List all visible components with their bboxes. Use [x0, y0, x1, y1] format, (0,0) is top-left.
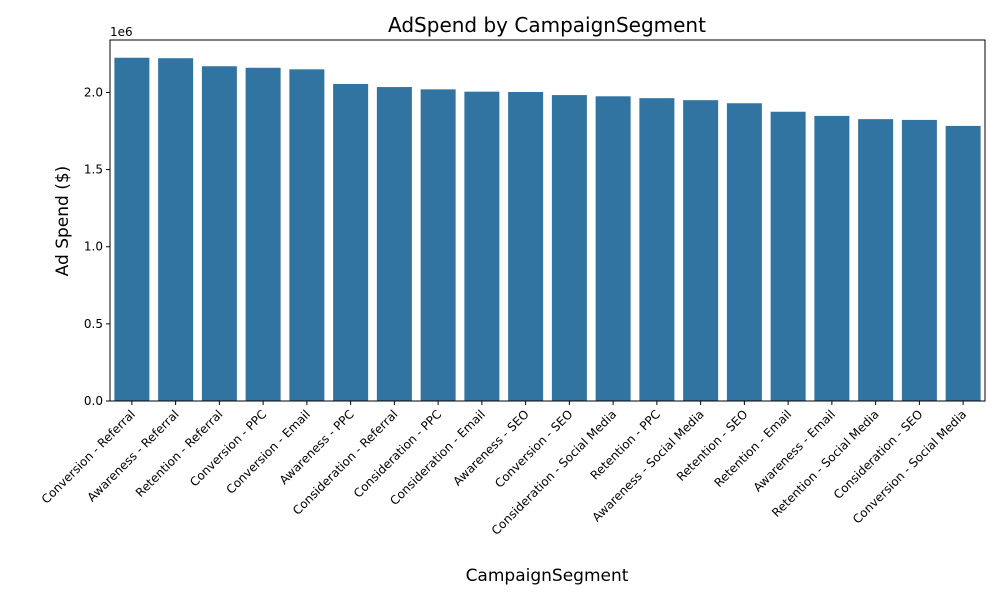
y-axis-offset-label: 1e6: [110, 25, 133, 39]
bar: [683, 100, 719, 402]
y-tick-label: 0.0: [84, 394, 103, 408]
x-tick-label: Awareness - Email: [751, 407, 838, 494]
chart-title: AdSpend by CampaignSegment: [388, 13, 706, 37]
bar: [420, 89, 456, 402]
plot-area-frame: [109, 39, 986, 402]
bar: [158, 58, 194, 401]
bar: [639, 98, 675, 401]
bar: [901, 119, 937, 401]
y-tick-label: 1.0: [84, 240, 103, 254]
bars-layer: [114, 57, 981, 402]
bar: [376, 87, 412, 402]
y-tick-label: 2.0: [84, 85, 103, 99]
x-tick-label: Conversion - PPC: [187, 407, 269, 489]
bar: [508, 91, 544, 402]
bar: [289, 69, 325, 401]
bar: [333, 83, 369, 401]
x-tick-label: Conversion - Email: [224, 407, 313, 496]
x-tick-label: Awareness - SEO: [450, 407, 531, 488]
bar: [595, 96, 631, 401]
y-tick-label: 0.5: [84, 317, 103, 331]
bar: [858, 119, 894, 401]
bar: [945, 125, 981, 402]
bar: [464, 91, 500, 402]
x-tick-label: Retention - Email: [711, 407, 794, 490]
bar: [201, 66, 237, 401]
bar: [726, 103, 762, 401]
y-tick-label: 1.5: [84, 163, 103, 177]
bar: [114, 57, 150, 402]
y-axis-ticks: 0.0 0.5 1.0 1.5 2.0: [84, 85, 110, 408]
y-axis-label: Ad Spend ($): [53, 166, 73, 277]
x-tick-label: Conversion - SEO: [492, 407, 575, 490]
bar: [814, 115, 850, 402]
x-tick-label: Awareness - PPC: [277, 407, 357, 487]
bar: [551, 95, 587, 401]
x-axis-label: CampaignSegment: [466, 566, 629, 586]
bar: [245, 67, 281, 402]
bar: [770, 111, 806, 402]
x-tick-label: Retention - Referral: [133, 407, 226, 500]
